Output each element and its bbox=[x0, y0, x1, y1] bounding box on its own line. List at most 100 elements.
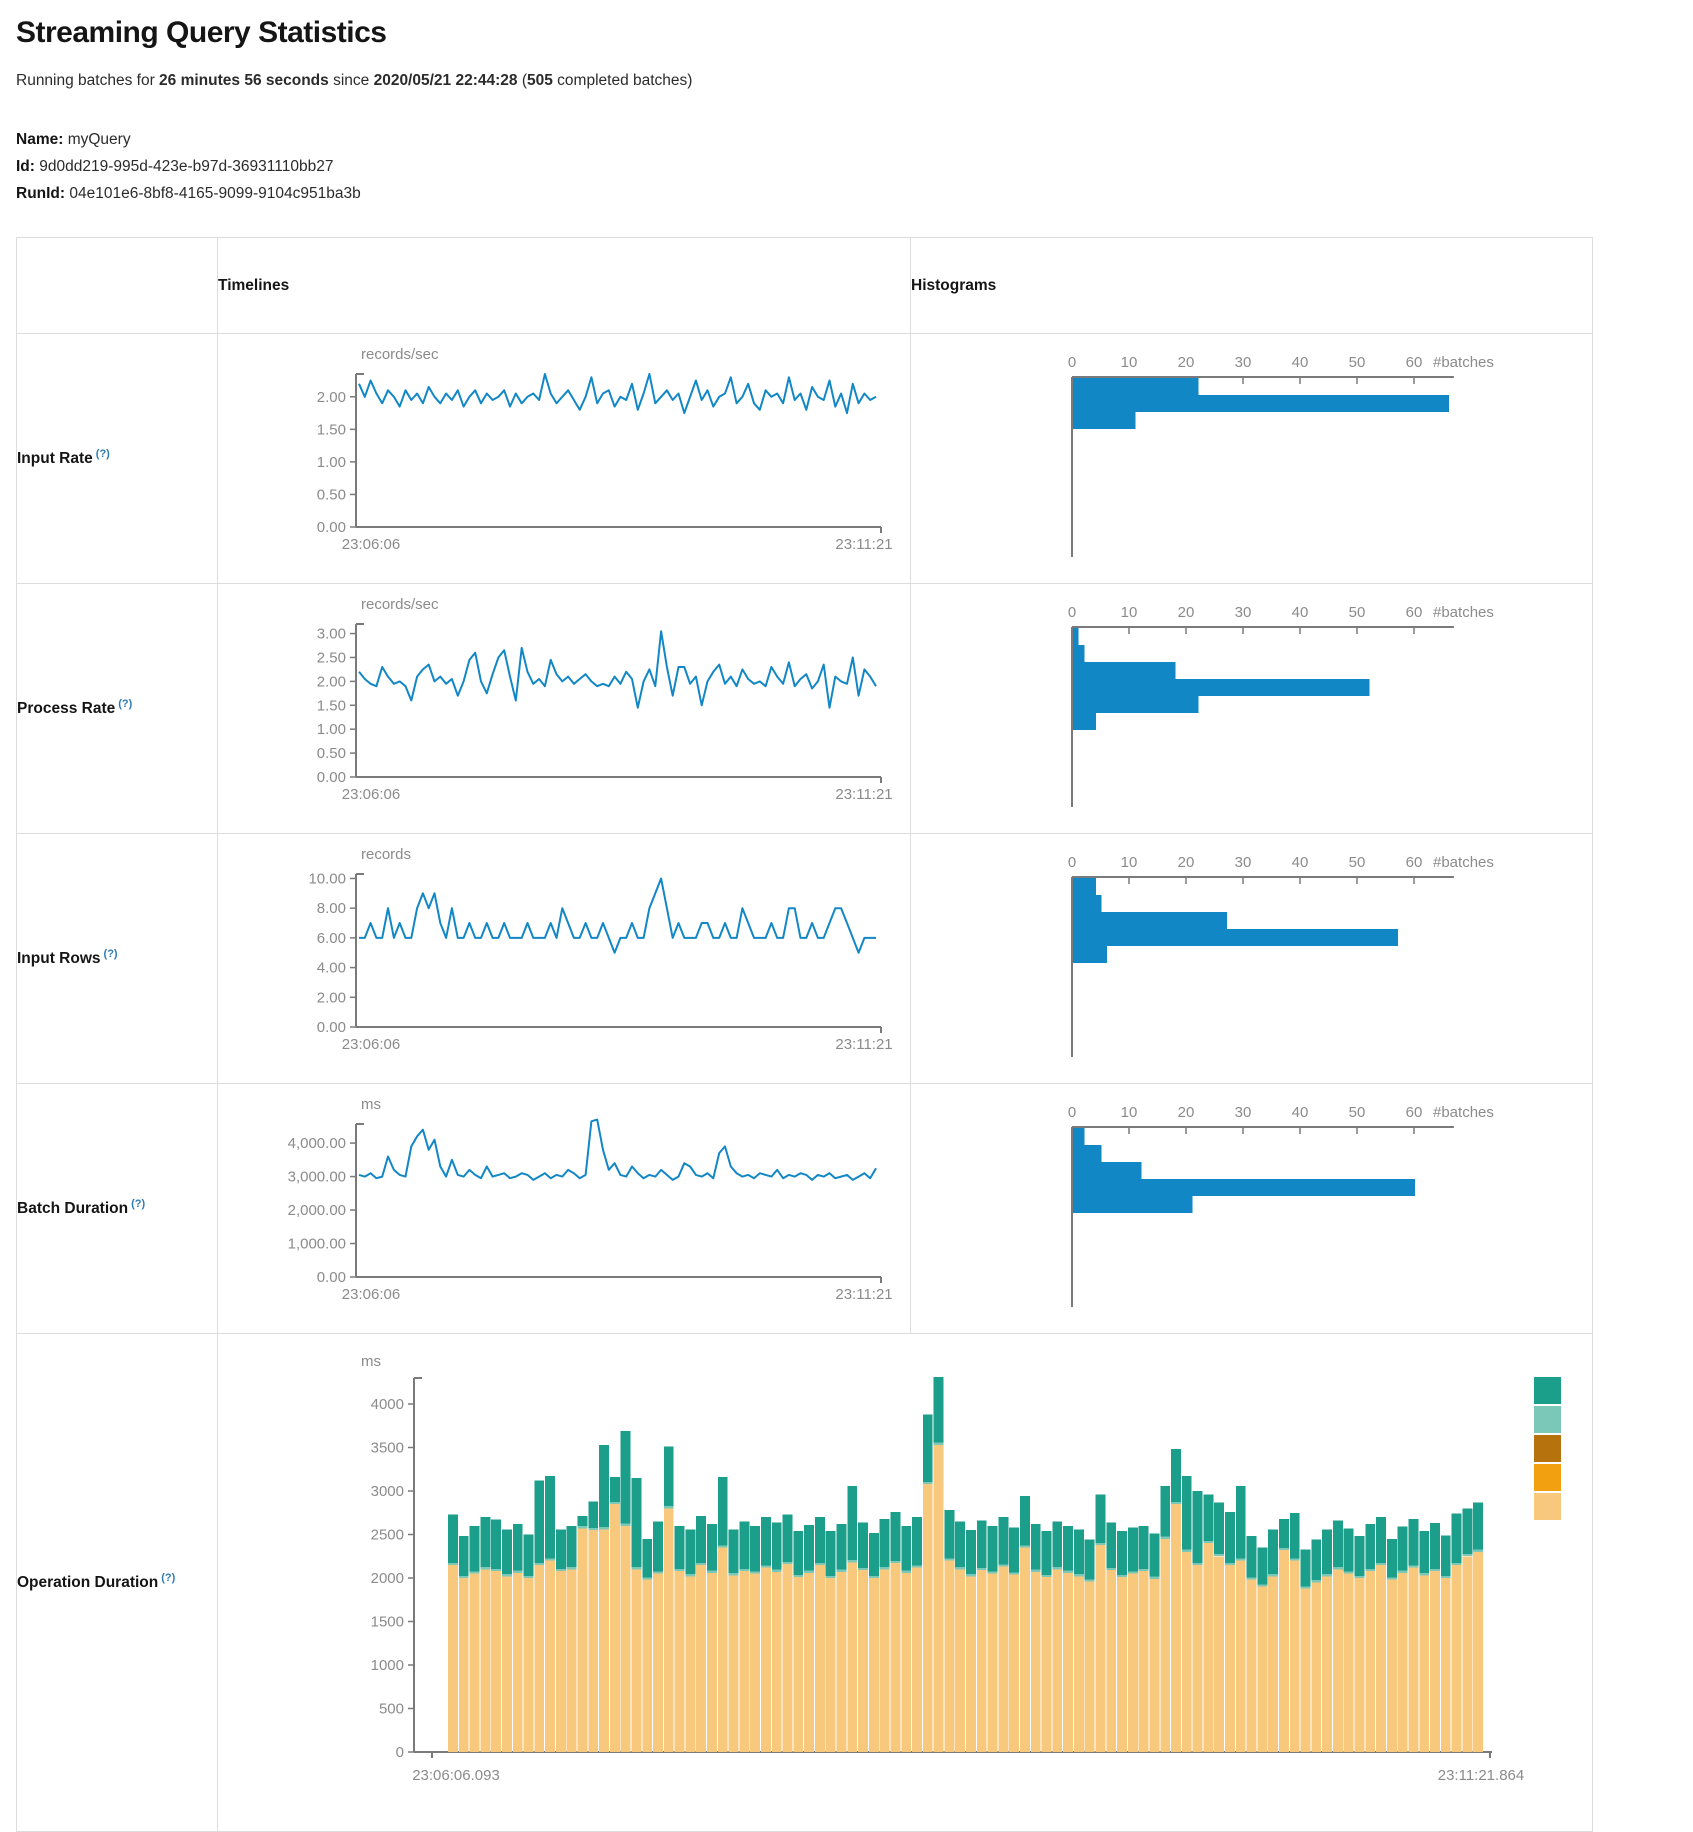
histogram-svg: 0 10 20 30 40 50 60 #batches bbox=[1068, 604, 1494, 807]
header-timelines: Timelines bbox=[217, 237, 911, 334]
svg-text:23:06:06: 23:06:06 bbox=[342, 786, 400, 803]
svg-text:1.50: 1.50 bbox=[317, 421, 346, 438]
svg-text:1.00: 1.00 bbox=[317, 721, 346, 738]
svg-text:23:11:21: 23:11:21 bbox=[835, 536, 892, 553]
query-runid-label: RunId: bbox=[16, 185, 66, 202]
svg-text:0.50: 0.50 bbox=[317, 745, 346, 762]
timeline-svg: records/sec 0.00 0.50 1.00 1.50 2.00 2.50 3.00 2… bbox=[317, 596, 893, 803]
summary-duration: 26 minutes 56 seconds bbox=[159, 72, 329, 89]
svg-text:2.00: 2.00 bbox=[317, 673, 346, 690]
row-operation-duration: Operation Duration (?) ms 0 500 1000 1500 2000… bbox=[16, 1333, 1593, 1832]
svg-text:30: 30 bbox=[1235, 354, 1252, 371]
svg-text:10.00: 10.00 bbox=[308, 870, 346, 887]
svg-text:records/sec: records/sec bbox=[361, 596, 439, 613]
svg-text:2.50: 2.50 bbox=[317, 649, 346, 666]
summary-start-time: 2020/05/21 22:44:28 bbox=[373, 72, 518, 89]
row-label: Input Rate bbox=[17, 450, 93, 468]
svg-text:50: 50 bbox=[1349, 354, 1366, 371]
help-icon[interactable]: (?) bbox=[95, 448, 110, 461]
svg-text:4,000.00: 4,000.00 bbox=[288, 1135, 346, 1152]
svg-text:0.50: 0.50 bbox=[317, 486, 346, 503]
svg-text:23:11:21: 23:11:21 bbox=[835, 1286, 892, 1303]
page-title: Streaming Query Statistics bbox=[16, 16, 387, 49]
process-rate-histogram: 0 10 20 30 40 50 60 #batches bbox=[910, 583, 1593, 834]
help-icon[interactable]: (?) bbox=[161, 1572, 176, 1585]
svg-text:1500: 1500 bbox=[371, 1614, 404, 1631]
svg-text:10: 10 bbox=[1121, 604, 1138, 621]
svg-text:1,000.00: 1,000.00 bbox=[288, 1236, 346, 1253]
row-label: Batch Duration bbox=[17, 1200, 129, 1218]
svg-text:60: 60 bbox=[1406, 604, 1423, 621]
row-label: Operation Duration bbox=[17, 1574, 159, 1592]
timeline-svg: records 0.00 2.00 4.00 6.00 8.00 10.00 23:06:06… bbox=[308, 846, 892, 1053]
svg-text:40: 40 bbox=[1292, 604, 1309, 621]
svg-text:6.00: 6.00 bbox=[317, 930, 346, 947]
svg-text:0: 0 bbox=[1068, 854, 1076, 871]
svg-text:20: 20 bbox=[1178, 604, 1195, 621]
svg-text:30: 30 bbox=[1235, 854, 1252, 871]
svg-text:records: records bbox=[361, 846, 411, 863]
svg-text:8.00: 8.00 bbox=[317, 900, 346, 917]
svg-text:0: 0 bbox=[1068, 1104, 1076, 1121]
svg-text:0: 0 bbox=[1068, 354, 1076, 371]
svg-text:records/sec: records/sec bbox=[361, 346, 439, 363]
svg-text:4.00: 4.00 bbox=[317, 960, 346, 977]
row-label: Process Rate bbox=[17, 700, 116, 718]
query-id-value: 9d0dd219-995d-423e-b97d-36931110bb27 bbox=[39, 158, 334, 175]
query-name-label: Name: bbox=[16, 131, 64, 148]
svg-text:23:11:21: 23:11:21 bbox=[835, 786, 892, 803]
histogram-svg: 0 10 20 30 40 50 60 #batches bbox=[1068, 1104, 1494, 1307]
svg-text:23:11:21.864: 23:11:21.864 bbox=[1438, 1767, 1524, 1784]
help-icon[interactable]: (?) bbox=[118, 698, 133, 711]
svg-text:10: 10 bbox=[1121, 354, 1138, 371]
query-id-line: Id: 9d0dd219-995d-423e-b97d-36931110bb27 bbox=[16, 153, 1677, 180]
timeline-svg: records/sec 0.00 0.50 1.00 1.50 2.00 23:06:06 2… bbox=[317, 346, 893, 553]
svg-text:30: 30 bbox=[1235, 1104, 1252, 1121]
input-rows-histogram: 0 10 20 30 40 50 60 #batches bbox=[910, 833, 1593, 1084]
svg-text:0.00: 0.00 bbox=[317, 1269, 346, 1286]
svg-text:50: 50 bbox=[1349, 1104, 1366, 1121]
help-icon[interactable]: (?) bbox=[131, 1198, 146, 1211]
svg-text:1.50: 1.50 bbox=[317, 697, 346, 714]
query-id-label: Id: bbox=[16, 158, 35, 175]
query-runid-value: 04e101e6-8bf8-4165-9099-9104c951ba3b bbox=[69, 185, 361, 202]
row-input-rows: Input Rows (?) records 0.00 2.00 4.00 6.00 8.0… bbox=[16, 833, 1593, 1084]
statistics-table: Timelines Histograms Input Rate (?) recor… bbox=[16, 237, 1593, 1832]
svg-text:50: 50 bbox=[1349, 604, 1366, 621]
page: Streaming Query Statistics Running batch… bbox=[0, 16, 1693, 1832]
process-rate-timeline: records/sec 0.00 0.50 1.00 1.50 2.00 2.50 3.00 2… bbox=[217, 583, 911, 834]
row-batch-duration: Batch Duration (?) ms 0.00 1,000.00 2,000.00… bbox=[16, 1083, 1593, 1334]
svg-text:#batches: #batches bbox=[1433, 604, 1494, 621]
svg-text:2.00: 2.00 bbox=[317, 389, 346, 406]
svg-text:23:06:06: 23:06:06 bbox=[342, 1036, 400, 1053]
svg-text:23:11:21: 23:11:21 bbox=[835, 1036, 892, 1053]
summary-prefix: Running batches for bbox=[16, 72, 155, 89]
legend-swatch-teal bbox=[1534, 1377, 1561, 1404]
svg-text:20: 20 bbox=[1178, 1104, 1195, 1121]
table-header-row: Timelines Histograms bbox=[16, 237, 1593, 334]
operation-duration-chart: ms 0 500 1000 1500 2000 2500 3000 3500 4000 23:06:… bbox=[217, 1333, 1593, 1832]
svg-text:0.00: 0.00 bbox=[317, 519, 346, 536]
svg-text:3.00: 3.00 bbox=[317, 626, 346, 643]
summary-suffix: completed batches) bbox=[552, 72, 693, 89]
svg-text:60: 60 bbox=[1406, 1104, 1423, 1121]
svg-text:23:06:06.093: 23:06:06.093 bbox=[412, 1767, 500, 1784]
histogram-svg: 0 10 20 30 40 50 60 #batches bbox=[1068, 354, 1494, 557]
svg-text:2000: 2000 bbox=[371, 1570, 404, 1587]
legend-swatch-orange bbox=[1534, 1464, 1561, 1491]
svg-text:40: 40 bbox=[1292, 854, 1309, 871]
svg-text:4000: 4000 bbox=[371, 1396, 404, 1413]
row-process-rate: Process Rate (?) records/sec 0.00 0.50 1.00 1… bbox=[16, 583, 1593, 834]
svg-text:ms: ms bbox=[361, 1353, 381, 1370]
svg-text:20: 20 bbox=[1178, 354, 1195, 371]
svg-text:3000: 3000 bbox=[371, 1483, 404, 1500]
svg-text:#batches: #batches bbox=[1433, 1104, 1494, 1121]
input-rate-histogram: 0 10 20 30 40 50 60 #batches bbox=[910, 333, 1593, 584]
histogram-svg: 0 10 20 30 40 50 60 #batches bbox=[1068, 854, 1494, 1057]
svg-text:50: 50 bbox=[1349, 854, 1366, 871]
svg-text:3500: 3500 bbox=[371, 1440, 404, 1457]
query-name-line: Name: myQuery bbox=[16, 126, 1677, 153]
row-label: Input Rows bbox=[17, 950, 101, 968]
legend-swatch-light_orange bbox=[1534, 1493, 1561, 1520]
help-icon[interactable]: (?) bbox=[103, 948, 118, 961]
